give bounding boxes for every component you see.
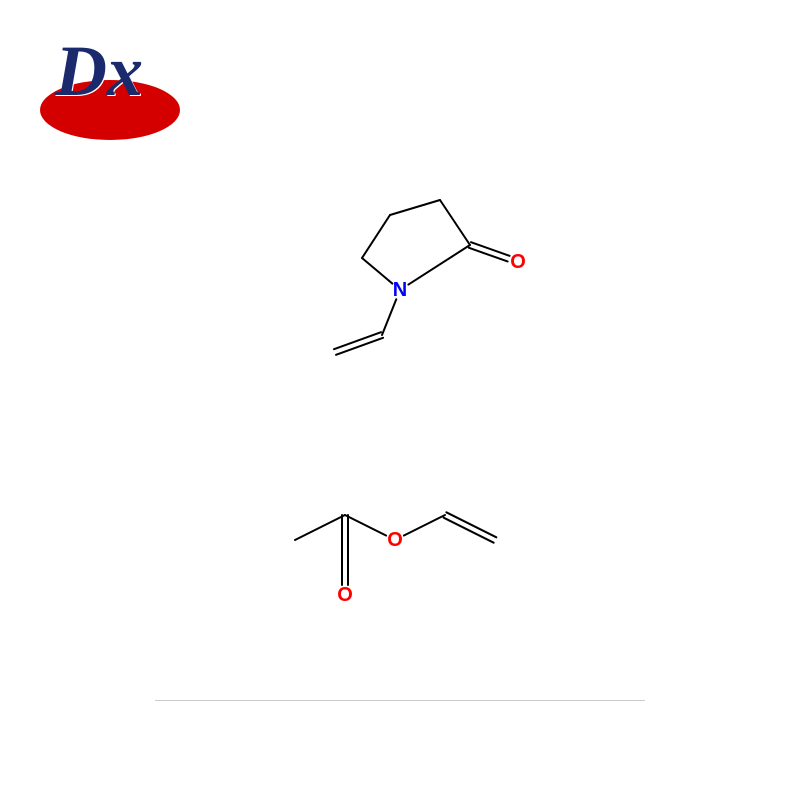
logo-text: Dx — [55, 35, 143, 107]
svg-text:O: O — [387, 529, 403, 551]
molecule-top: NO — [290, 180, 530, 380]
divider-line — [155, 700, 645, 701]
molecule-bottom: OO — [270, 480, 550, 640]
svg-text:N: N — [393, 279, 407, 301]
svg-text:O: O — [337, 584, 353, 606]
svg-text:O: O — [510, 251, 526, 273]
logo: Dx — [30, 30, 190, 150]
